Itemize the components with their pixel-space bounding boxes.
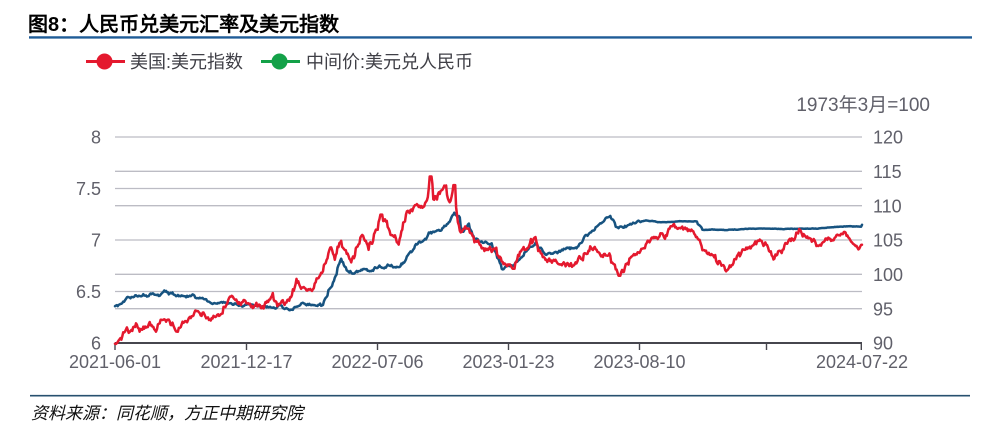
svg-text:7.5: 7.5 — [76, 179, 101, 199]
svg-text:美国:美元指数: 美国:美元指数 — [130, 52, 243, 72]
svg-text:100: 100 — [873, 265, 903, 285]
svg-text:2021-06-01: 2021-06-01 — [69, 352, 161, 372]
svg-text:110: 110 — [873, 196, 902, 216]
svg-text:资料来源：同花顺，方正中期研究院: 资料来源：同花顺，方正中期研究院 — [31, 404, 306, 423]
svg-text:6: 6 — [91, 334, 101, 354]
svg-text:1973年3月=100: 1973年3月=100 — [796, 94, 930, 116]
svg-text:8: 8 — [91, 128, 101, 148]
svg-text:2023-08-10: 2023-08-10 — [593, 352, 685, 372]
svg-text:6.5: 6.5 — [76, 282, 101, 302]
svg-text:105: 105 — [873, 231, 903, 251]
svg-text:120: 120 — [873, 128, 903, 148]
svg-text:115: 115 — [873, 162, 902, 182]
svg-text:2024-07-22: 2024-07-22 — [816, 352, 908, 372]
svg-text:图8：人民币兑美元汇率及美元指数: 图8：人民币兑美元汇率及美元指数 — [28, 12, 340, 36]
svg-text:中间价:美元兑人民币: 中间价:美元兑人民币 — [306, 52, 473, 72]
svg-text:2023-01-23: 2023-01-23 — [462, 352, 554, 372]
svg-text:2021-12-17: 2021-12-17 — [200, 352, 292, 372]
svg-text:95: 95 — [873, 299, 893, 319]
svg-text:90: 90 — [873, 334, 893, 354]
svg-text:7: 7 — [91, 231, 101, 251]
svg-text:2022-07-06: 2022-07-06 — [331, 352, 423, 372]
